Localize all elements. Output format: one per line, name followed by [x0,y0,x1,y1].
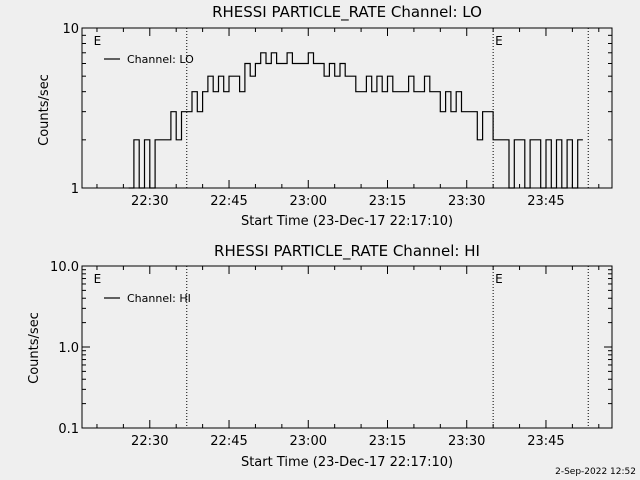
y-tick-label: 10.0 [50,260,79,275]
x-tick-label: 23:15 [369,434,406,449]
x-tick-label: 22:45 [210,434,247,449]
x-tick-label: 22:30 [131,194,168,209]
lo-chart-title: RHESSI PARTICLE_RATE Channel: LO [212,3,482,22]
lo-series-line [128,52,583,189]
x-tick-label: 23:00 [290,434,327,449]
lo-legend-label: Channel: LO [127,53,194,66]
event-marker-label: E [94,34,102,48]
y-tick-label: 0.1 [58,422,79,437]
event-marker-label: E [94,272,102,286]
y-tick-label: 10 [62,22,79,37]
x-tick-label: 23:15 [369,194,406,209]
event-marker-label: E [495,34,503,48]
x-tick-label: 23:30 [448,434,485,449]
hi-legend-label: Channel: HI [127,292,191,305]
x-tick-label: 22:30 [131,434,168,449]
lo-tick-labels: 22:30 22:45 23:00 23:15 23:30 23:45 1 10 [62,22,564,209]
lo-y-axis-label: Counts/sec [37,74,52,146]
hi-y-axis-label: Counts/sec [27,312,42,384]
event-marker-label: E [495,272,503,286]
lo-x-axis-label: Start Time (23-Dec-17 22:17:10) [241,214,453,229]
y-tick-label: 1.0 [58,341,79,356]
date-stamp: 2-Sep-2022 12:52 [555,467,636,477]
hi-tick-labels: 22:30 22:45 23:00 23:15 23:30 23:45 0.1 1.0 10.0 [50,260,565,449]
lo-plot-frame [81,27,613,189]
hi-chart-title: RHESSI PARTICLE_RATE Channel: HI [214,242,480,261]
x-tick-label: 22:45 [210,194,247,209]
x-tick-label: 23:45 [527,194,564,209]
x-tick-label: 23:30 [448,194,485,209]
hi-x-axis-label: Start Time (23-Dec-17 22:17:10) [241,455,453,470]
x-tick-label: 23:00 [290,194,327,209]
y-tick-label: 1 [71,182,79,197]
x-tick-label: 23:45 [527,434,564,449]
